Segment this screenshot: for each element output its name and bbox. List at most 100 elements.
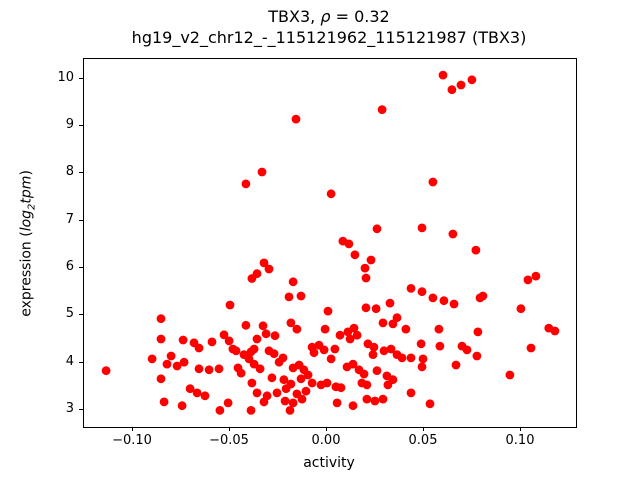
scatter-point <box>236 368 246 378</box>
scatter-point <box>372 224 382 234</box>
scatter-point <box>323 306 333 316</box>
x-tick-mark <box>326 427 327 431</box>
scatter-point <box>178 335 188 345</box>
chart-title: TBX3, ρ = 0.32 <box>83 6 575 27</box>
scatter-point <box>156 314 166 324</box>
scatter-point <box>361 273 371 283</box>
scatter-point <box>301 386 311 396</box>
scatter-point <box>345 334 355 344</box>
y-tick-label: 9 <box>65 117 74 132</box>
scatter-point <box>101 366 111 376</box>
scatter-point <box>451 360 461 370</box>
y-tick-label: 7 <box>65 212 74 227</box>
scatter-point <box>204 365 214 375</box>
scatter-point <box>219 330 229 340</box>
scatter-point <box>185 384 195 394</box>
scatter-point <box>247 378 257 388</box>
scatter-point <box>291 114 301 124</box>
scatter-point <box>147 354 157 364</box>
scatter-point <box>392 313 402 323</box>
scatter-point <box>366 255 376 265</box>
scatter-point <box>214 364 224 374</box>
scatter-point <box>386 344 396 354</box>
y-axis-label-subscript: 2 <box>26 203 38 210</box>
scatter-point <box>531 271 541 281</box>
scatter-point <box>406 353 416 363</box>
scatter-point <box>406 388 416 398</box>
scatter-point <box>207 337 217 347</box>
scatter-point <box>448 229 458 239</box>
scatter-point <box>401 324 411 334</box>
scatter-point <box>383 380 393 390</box>
scatter-point <box>255 364 265 374</box>
scatter-point <box>162 359 172 369</box>
scatter-point <box>307 378 317 388</box>
scatter-point <box>272 388 282 398</box>
scatter-point <box>259 258 269 268</box>
scatter-point <box>359 369 369 379</box>
scatter-point <box>261 329 271 339</box>
scatter-point <box>241 320 251 330</box>
scatter-point <box>249 344 259 354</box>
scatter-point <box>247 274 257 283</box>
scatter-point <box>288 277 298 287</box>
y-tick-mark <box>79 314 83 315</box>
scatter-point <box>322 378 332 388</box>
scatter-point <box>435 341 445 351</box>
y-axis-label-prefix: expression ( <box>18 231 35 317</box>
scatter-point <box>360 263 370 273</box>
x-tick-label: 0.10 <box>505 433 535 448</box>
scatter-point <box>223 398 233 408</box>
scatter-point <box>449 299 459 309</box>
scatter-point <box>269 349 279 359</box>
x-tick-label: 0.05 <box>408 433 438 448</box>
scatter-point <box>246 406 256 415</box>
scatter-point <box>320 324 330 334</box>
chart-title-rho-value: = 0.32 <box>330 7 390 26</box>
scatter-point <box>350 250 360 260</box>
scatter-point <box>270 331 280 341</box>
scatter-point <box>467 75 477 85</box>
scatter-point <box>417 362 427 372</box>
scatter-point <box>418 354 428 364</box>
scatter-point <box>179 357 189 367</box>
chart-subtitle: hg19_v2_chr12_-_115121962_115121987 (TBX… <box>131 28 527 47</box>
scatter-point <box>417 287 427 297</box>
scatter-point <box>516 304 526 314</box>
scatter-point <box>264 264 274 274</box>
scatter-point <box>397 353 407 363</box>
scatter-point <box>372 366 382 376</box>
y-tick-label: 6 <box>65 259 74 274</box>
scatter-point <box>258 321 268 331</box>
scatter-point <box>296 374 306 384</box>
scatter-point <box>462 345 472 355</box>
scatter-point <box>192 388 202 398</box>
scatter-point <box>159 397 169 407</box>
x-tick-label: −0.10 <box>112 433 152 448</box>
y-tick-label: 10 <box>57 70 74 85</box>
scatter-point <box>224 336 234 346</box>
x-tick-label: −0.05 <box>209 433 249 448</box>
scatter-point <box>259 397 269 407</box>
y-tick-mark <box>79 220 83 221</box>
scatter-point <box>326 189 336 199</box>
scatter-point <box>252 388 262 398</box>
y-axis-label-suffix: ) <box>18 170 35 176</box>
scatter-point <box>475 293 485 303</box>
scatter-points-layer <box>101 70 560 415</box>
scatter-point <box>471 245 481 255</box>
scatter-point <box>166 351 176 361</box>
x-tick-mark <box>423 427 424 431</box>
scatter-point <box>241 179 251 189</box>
chart-title-gene: TBX3, <box>268 7 321 26</box>
scatter-point <box>274 357 284 367</box>
y-tick-mark <box>79 362 83 363</box>
chart-title-rho-symbol: ρ <box>320 7 331 26</box>
scatter-point <box>303 370 313 380</box>
y-tick-label: 4 <box>65 354 74 369</box>
scatter-point <box>370 396 380 406</box>
y-tick-label: 3 <box>65 401 74 416</box>
scatter-point <box>361 303 371 313</box>
scatter-point <box>225 300 235 310</box>
